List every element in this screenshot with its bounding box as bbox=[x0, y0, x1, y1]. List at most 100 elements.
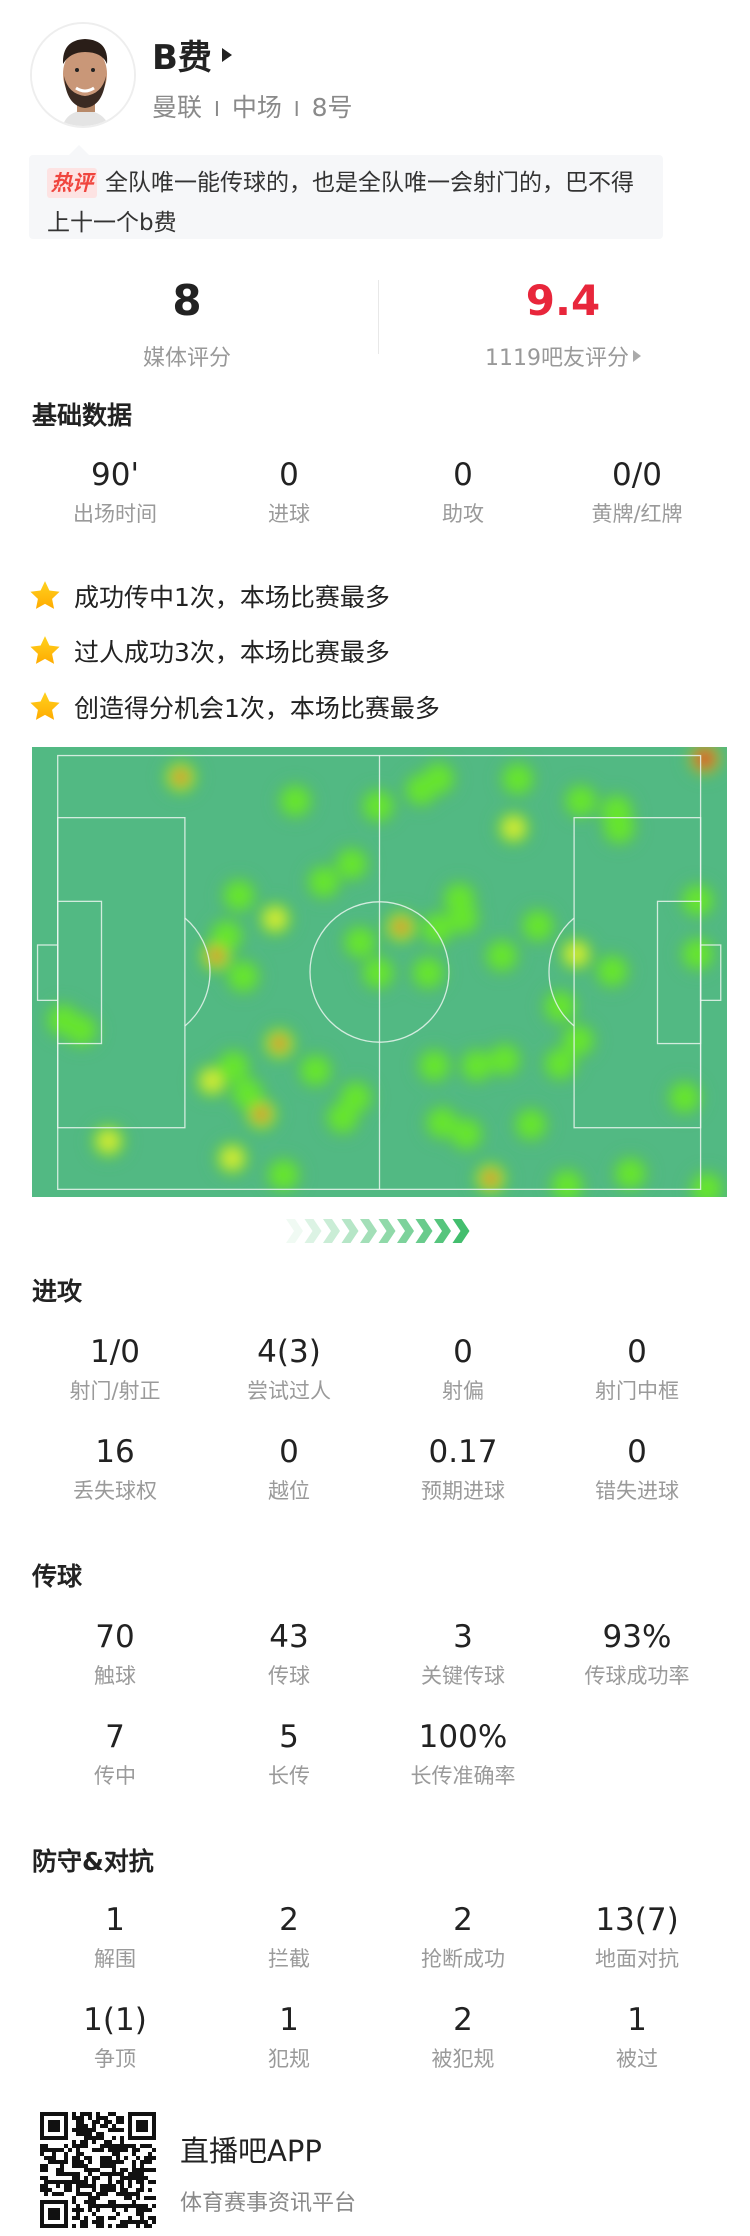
qr-module bbox=[92, 2200, 96, 2204]
basic-stats-grid: 90' 出场时间 0 进球 0 助攻 0/0 黄牌/红牌 bbox=[28, 455, 724, 529]
chevron-icon bbox=[452, 1219, 470, 1243]
qr-module bbox=[84, 2192, 88, 2196]
qr-module bbox=[80, 2192, 84, 2196]
heat-point bbox=[563, 1025, 594, 1056]
qr-module bbox=[52, 2152, 56, 2156]
qr-module bbox=[96, 2196, 100, 2200]
qr-module bbox=[76, 2176, 80, 2180]
qr-module bbox=[44, 2144, 48, 2148]
qr-module bbox=[84, 2200, 88, 2204]
highlight-text: 过人成功3次，本场比赛最多 bbox=[74, 638, 390, 667]
heat-point bbox=[486, 940, 517, 971]
qr-module bbox=[148, 2168, 152, 2172]
qr-module bbox=[84, 2144, 88, 2148]
qr-module bbox=[120, 2144, 124, 2148]
attack-stat: 0 射门中框 bbox=[550, 1332, 724, 1406]
qr-module bbox=[64, 2152, 68, 2156]
left-penalty-arc bbox=[184, 917, 211, 1027]
player-name-link[interactable]: B费 bbox=[152, 30, 232, 79]
stat-value: 5 bbox=[279, 1719, 299, 1755]
qr-module bbox=[100, 2116, 104, 2120]
qr-module bbox=[56, 2192, 60, 2196]
qr-module bbox=[136, 2220, 140, 2224]
stat-value: 16 bbox=[95, 1434, 135, 1470]
qr-module bbox=[56, 2180, 60, 2184]
qr-module bbox=[92, 2124, 96, 2128]
stat-value: 90' bbox=[91, 457, 139, 493]
qr-module bbox=[96, 2220, 100, 2224]
qr-module bbox=[88, 2208, 92, 2212]
stat-value: 0 bbox=[627, 1434, 647, 1470]
qr-module bbox=[128, 2216, 132, 2220]
qr-module bbox=[84, 2184, 88, 2188]
qr-module bbox=[80, 2144, 84, 2148]
qr-module bbox=[140, 2172, 144, 2176]
qr-module bbox=[72, 2160, 76, 2164]
qr-module bbox=[96, 2208, 100, 2212]
stat-value: 1 bbox=[105, 1902, 125, 1938]
section-title-basic: 基础数据 bbox=[32, 401, 133, 430]
qr-module bbox=[44, 2180, 48, 2184]
qr-module bbox=[40, 2168, 44, 2172]
player-avatar[interactable] bbox=[30, 22, 136, 128]
qr-module bbox=[140, 2160, 144, 2164]
stat-label: 被过 bbox=[616, 2047, 658, 2071]
player-position: 中场 bbox=[231, 93, 282, 122]
qr-module bbox=[136, 2176, 140, 2180]
passing-stat: 43 传球 bbox=[202, 1617, 376, 1691]
qr-module bbox=[80, 2120, 84, 2124]
qr-module bbox=[132, 2164, 136, 2168]
qr-module bbox=[128, 2180, 132, 2184]
qr-module bbox=[96, 2112, 100, 2116]
qr-module bbox=[48, 2148, 52, 2152]
heat-point-hot bbox=[272, 1036, 287, 1051]
qr-module bbox=[100, 2156, 104, 2160]
qr-module bbox=[104, 2204, 108, 2208]
qr-module bbox=[84, 2176, 88, 2180]
qr-module bbox=[104, 2184, 108, 2188]
qr-module bbox=[132, 2160, 136, 2164]
stat-label: 犯规 bbox=[268, 2047, 310, 2071]
qr-module bbox=[40, 2176, 44, 2180]
heat-point-warm bbox=[98, 1131, 119, 1152]
qr-module bbox=[140, 2220, 144, 2224]
stat-value: 1(1) bbox=[83, 2002, 147, 2038]
qr-module bbox=[84, 2168, 88, 2172]
fan-rating[interactable]: 9.4 1119吧友评分 bbox=[423, 276, 703, 372]
qr-module bbox=[112, 2124, 116, 2128]
stat-value: 0 bbox=[279, 457, 299, 493]
qr-module bbox=[100, 2192, 104, 2196]
stat-label: 出场时间 bbox=[73, 502, 157, 526]
app-name: 直播吧APP bbox=[180, 2134, 322, 2168]
qr-module bbox=[76, 2192, 80, 2196]
qr-module bbox=[128, 2204, 132, 2208]
qr-module bbox=[144, 2220, 148, 2224]
qr-module bbox=[92, 2176, 96, 2180]
qr-module bbox=[76, 2148, 80, 2152]
qr-module bbox=[120, 2148, 124, 2152]
attack-stat: 0.17 预期进球 bbox=[376, 1432, 550, 1506]
stat-label: 长传准确率 bbox=[410, 1764, 516, 1788]
qr-module bbox=[56, 2172, 60, 2176]
stat-value: 0 bbox=[453, 1334, 473, 1370]
qr-module bbox=[108, 2164, 112, 2168]
qr-module bbox=[124, 2188, 128, 2192]
qr-module bbox=[136, 2192, 140, 2196]
qr-module bbox=[68, 2184, 72, 2188]
qr-module bbox=[88, 2192, 92, 2196]
qr-module bbox=[80, 2112, 84, 2116]
qr-module bbox=[108, 2216, 112, 2220]
stat-value: 13(7) bbox=[595, 1902, 679, 1938]
qr-module bbox=[124, 2204, 128, 2208]
qr-module bbox=[60, 2180, 64, 2184]
attack-stats-grid: 1/0 射门/射正 4(3) 尝试过人 0 射偏 0 射门中框 16 丢失球权 0 越位 0.17 预期进… bbox=[28, 1332, 724, 1506]
qr-module bbox=[148, 2144, 152, 2148]
fan-rating-label: 1119吧友评分 bbox=[485, 346, 629, 371]
qr-module bbox=[44, 2176, 48, 2180]
heat-point bbox=[211, 921, 242, 951]
qr-module bbox=[88, 2156, 92, 2160]
qr-module bbox=[84, 2112, 88, 2116]
qr-module bbox=[88, 2132, 92, 2136]
qr-module bbox=[112, 2184, 116, 2188]
passing-stat: 7 传中 bbox=[28, 1717, 202, 1791]
